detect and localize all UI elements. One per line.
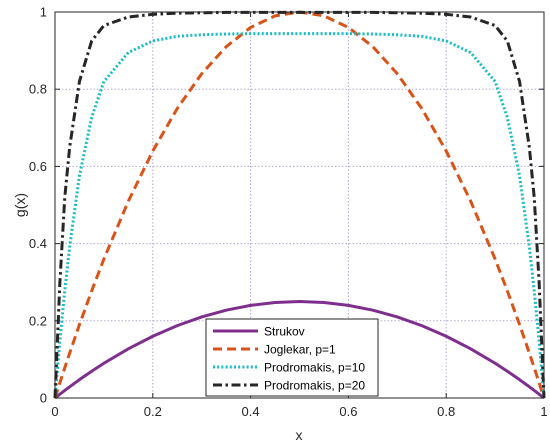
y-tick-label: 0.4 bbox=[29, 236, 47, 251]
y-tick-label: 0.8 bbox=[29, 82, 47, 97]
legend-label: Prodromakis, p=20 bbox=[264, 379, 365, 393]
series-line bbox=[53, 32, 546, 399]
x-axis-label: x bbox=[296, 427, 303, 443]
legend-label: Strukov bbox=[264, 325, 305, 339]
grid bbox=[55, 12, 544, 398]
x-tick-label: 0.2 bbox=[144, 404, 162, 419]
axes bbox=[54, 11, 545, 399]
x-tick-label: 0 bbox=[51, 404, 58, 419]
series-line bbox=[54, 300, 545, 400]
legend-label: Prodromakis, p=10 bbox=[264, 361, 365, 375]
y-tick-label: 0.2 bbox=[29, 313, 47, 328]
y-tick-label: 0.6 bbox=[29, 159, 47, 174]
axes-box bbox=[54, 11, 545, 399]
y-axis-label: g(x) bbox=[12, 193, 28, 217]
legend: Strukov Joglekar, p=1 Prodromakis, p=10 Pro… bbox=[205, 318, 379, 397]
y-tick-label: 0 bbox=[40, 391, 47, 406]
legend-label: Joglekar, p=1 bbox=[264, 343, 336, 357]
x-tick-label: 0.4 bbox=[242, 404, 260, 419]
x-tick-label: 0.6 bbox=[339, 404, 357, 419]
y-tick-label: 1 bbox=[40, 5, 47, 20]
x-tick-label: 1 bbox=[540, 404, 547, 419]
x-tick-label: 0.8 bbox=[437, 404, 455, 419]
